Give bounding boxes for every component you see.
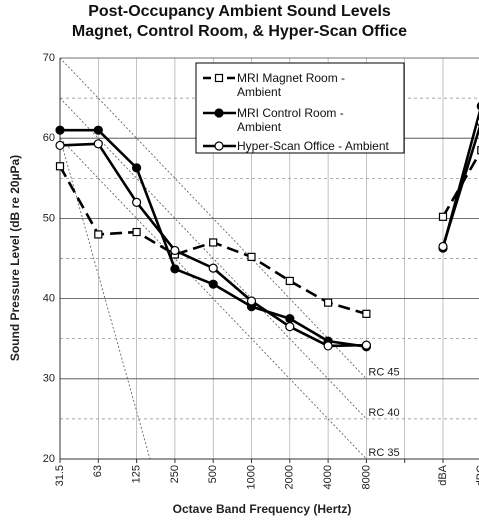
marker	[214, 141, 224, 151]
x-tick-label: 31.5	[54, 465, 66, 486]
marker	[285, 314, 295, 324]
x-tick-label: 250	[169, 465, 181, 483]
marker	[214, 73, 224, 83]
x-tick-label: 63	[92, 465, 104, 477]
x-tick-label: dBC	[475, 465, 479, 486]
x-tick-label: 8000	[360, 465, 372, 489]
marker	[285, 276, 294, 286]
x-tick-label: 4000	[322, 465, 334, 489]
y-tick-label: 60	[43, 132, 55, 144]
series-line	[58, 151, 479, 316]
y-axis-label: Sound Pressure Level (dB re 20µPa)	[8, 155, 22, 361]
marker	[55, 162, 65, 171]
marker	[362, 309, 371, 318]
y-tick-label: 20	[43, 453, 55, 465]
marker	[477, 146, 479, 155]
legend-entry: MRI Magnet Room - Ambient	[237, 71, 346, 99]
legend: MRI Magnet Room - Ambient MRI Control Roo…	[195, 62, 405, 154]
rc-label: RC 45	[368, 367, 399, 379]
marker	[361, 340, 371, 350]
marker	[132, 163, 142, 173]
reference-line	[59, 137, 151, 460]
marker	[285, 322, 295, 332]
x-tick-label: 500	[207, 465, 219, 483]
marker	[214, 108, 224, 118]
marker	[93, 139, 103, 149]
marker	[132, 227, 141, 237]
marker	[209, 238, 218, 247]
marker	[55, 140, 65, 151]
legend-entry: MRI Control Room - Ambient	[237, 106, 344, 134]
marker	[208, 263, 218, 273]
marker	[132, 197, 142, 207]
y-tick-label: 70	[43, 52, 55, 64]
marker	[208, 279, 218, 289]
rc-line	[59, 57, 367, 380]
marker	[94, 230, 103, 239]
marker	[247, 252, 256, 261]
x-tick-label: 125	[131, 465, 143, 483]
marker	[324, 298, 333, 307]
marker	[323, 341, 333, 351]
rc-line	[59, 137, 367, 460]
x-axis-label: Octave Band Frequency (Hertz)	[173, 502, 352, 516]
legend-label: Hyper-Scan Office - Ambient	[237, 139, 389, 153]
marker	[55, 125, 65, 135]
x-tick-label: 2000	[284, 465, 296, 489]
x-tick-label: 1000	[245, 465, 257, 489]
legend-label: MRI Magnet Room - Ambient	[237, 71, 346, 99]
rc-label: RC 35	[368, 447, 399, 459]
marker	[170, 245, 180, 256]
legend-entry: Hyper-Scan Office - Ambient	[237, 139, 389, 153]
x-tick-label: dBA	[437, 464, 449, 485]
marker	[93, 125, 103, 135]
chart-title: Post-Occupancy Ambient Sound Levels Magn…	[71, 3, 408, 40]
legend-label: MRI Control Room - Ambient	[237, 106, 344, 134]
rc-line	[59, 97, 367, 420]
marker	[170, 264, 180, 274]
rc-label: RC 40	[368, 407, 399, 419]
marker	[438, 241, 448, 252]
y-tick-label: 50	[43, 212, 55, 224]
marker	[438, 212, 448, 221]
y-tick-label: 30	[43, 373, 55, 385]
marker	[246, 296, 257, 306]
y-tick-label: 40	[43, 293, 55, 305]
